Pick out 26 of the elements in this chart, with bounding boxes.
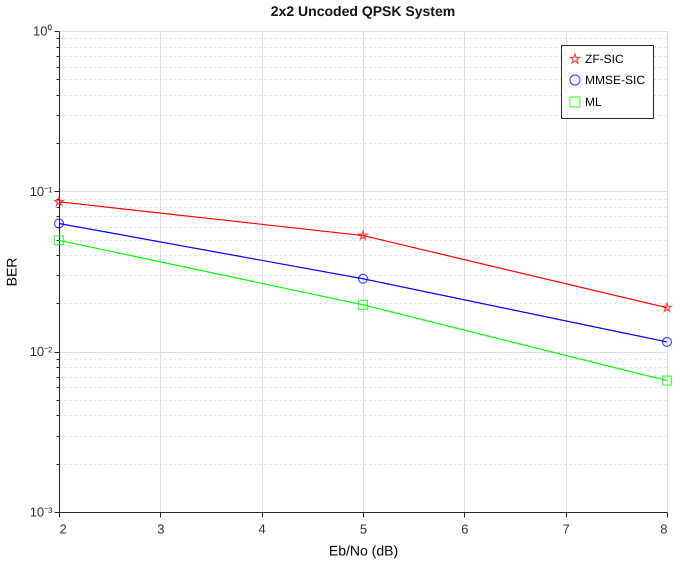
point [358, 230, 368, 240]
x-tick-label: 6 [461, 522, 468, 536]
x-tick-label: 7 [562, 522, 570, 536]
point [54, 235, 64, 246]
point [358, 300, 368, 310]
legend-label: ML [585, 95, 602, 109]
x-tick-label: 8 [660, 522, 668, 536]
point [662, 302, 672, 312]
legend-label: ZF-SIC [585, 52, 624, 66]
y-tick-label: 10⁻³ [30, 504, 54, 520]
y-axis-title: BER [4, 258, 20, 286]
x-axis-title: Eb/No (dB) [328, 542, 398, 558]
point [358, 274, 368, 284]
y-tick-label: 10⁰ [33, 24, 52, 38]
legend-label: MMSE-SIC [585, 73, 646, 87]
point [662, 336, 672, 347]
point [662, 376, 672, 386]
x-tick-label: 3 [157, 522, 164, 536]
y-tick-label: 10⁻² [30, 344, 54, 360]
x-tick-label: 2 [60, 522, 67, 536]
x-tick-label: 5 [360, 522, 368, 536]
point [54, 218, 64, 229]
x-tick-label: 4 [258, 522, 266, 536]
y-tick-label: 10⁻¹ [30, 184, 54, 199]
point [54, 196, 64, 206]
chart-title: 2x2 Uncoded QPSK System [270, 3, 456, 19]
